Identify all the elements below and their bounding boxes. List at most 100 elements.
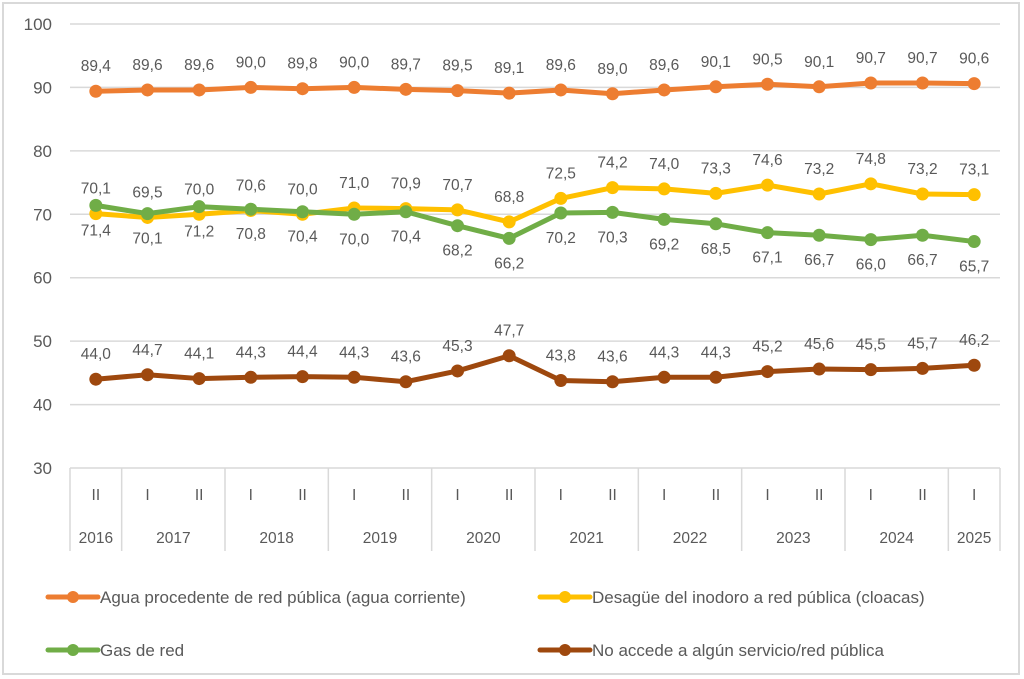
- year-label: 2024: [879, 530, 914, 547]
- data-point: [657, 83, 671, 97]
- data-label: 90,6: [959, 51, 989, 68]
- legend-marker-icon: [559, 644, 571, 656]
- data-point: [606, 205, 619, 219]
- data-point: [761, 178, 774, 192]
- data-point: [554, 373, 568, 387]
- data-label: 89,6: [184, 57, 214, 74]
- series-line-3: [93, 353, 977, 385]
- y-tick-label: 80: [33, 142, 52, 161]
- data-label: 67,1: [752, 250, 782, 267]
- legend-marker-icon: [559, 591, 571, 603]
- year-label: 2018: [259, 530, 293, 547]
- data-label: 43,6: [597, 349, 627, 366]
- data-label: 90,1: [701, 54, 731, 71]
- data-label: 74,8: [856, 151, 886, 168]
- data-label: 44,7: [132, 342, 162, 359]
- data-label: 46,2: [959, 332, 989, 349]
- data-point: [89, 198, 103, 212]
- data-point: [451, 203, 464, 217]
- data-point: [554, 83, 568, 97]
- data-point: [709, 217, 723, 231]
- data-point: [864, 177, 878, 191]
- data-point: [606, 181, 619, 195]
- data-point: [657, 182, 671, 196]
- data-point: [554, 191, 568, 205]
- data-point: [296, 205, 309, 219]
- data-point: [347, 370, 361, 384]
- data-label: 44,3: [701, 344, 731, 361]
- data-label: 90,7: [907, 50, 937, 67]
- y-tick-label: 70: [33, 205, 52, 224]
- data-point: [554, 206, 568, 220]
- data-label: 90,5: [752, 51, 782, 68]
- data-label: 45,7: [907, 335, 937, 352]
- data-point: [967, 358, 981, 372]
- data-label: 71,4: [81, 222, 112, 239]
- legend-label: Desagüe del inodoro a red pública (cloac…: [592, 588, 925, 607]
- period-label: I: [249, 487, 253, 504]
- data-point: [916, 187, 929, 201]
- data-point: [141, 368, 154, 382]
- data-label: 73,1: [959, 162, 989, 179]
- data-point: [399, 82, 413, 96]
- data-label: 73,2: [907, 161, 937, 178]
- data-point: [399, 375, 413, 389]
- legend-marker-icon: [67, 644, 79, 656]
- y-tick-label: 60: [33, 269, 52, 288]
- period-label: II: [608, 487, 617, 504]
- data-point: [192, 200, 206, 214]
- y-tick-label: 100: [24, 15, 52, 34]
- data-label: 45,5: [856, 337, 886, 354]
- data-point: [141, 207, 154, 221]
- data-label: 70,1: [132, 231, 162, 248]
- data-point: [967, 235, 981, 249]
- data-point: [89, 372, 103, 386]
- data-label: 68,8: [494, 189, 524, 206]
- data-label: 70,3: [597, 229, 627, 246]
- data-label: 89,6: [649, 57, 679, 74]
- series-lines: [89, 76, 981, 389]
- y-tick-label: 40: [33, 396, 52, 415]
- data-label: 69,2: [649, 236, 679, 253]
- data-point: [192, 372, 206, 386]
- data-label: 89,6: [132, 57, 162, 74]
- data-label: 44,3: [339, 344, 369, 361]
- x-axis: 2016 2017 2018 2019 2020 2021 2022 2023 2024 2025…: [69, 467, 1001, 551]
- data-label: 70,9: [391, 176, 421, 193]
- data-label: 66,7: [804, 252, 834, 269]
- legend-marker-icon: [67, 591, 79, 603]
- data-label: 70,0: [287, 181, 318, 198]
- data-point: [244, 202, 258, 216]
- data-point: [347, 80, 361, 94]
- data-label: 71,0: [339, 175, 370, 192]
- data-point: [761, 77, 774, 91]
- data-label: 69,5: [132, 184, 162, 201]
- year-label: 2021: [569, 530, 603, 547]
- period-label: II: [712, 487, 721, 504]
- data-point: [812, 362, 826, 376]
- data-point: [812, 228, 826, 242]
- data-label: 45,2: [752, 339, 782, 356]
- data-point: [864, 233, 878, 247]
- data-point: [864, 76, 878, 90]
- data-label: 70,8: [236, 226, 266, 243]
- legend-label: No accede a algún servicio/red pública: [592, 641, 885, 660]
- data-label: 74,2: [597, 155, 627, 172]
- legend-label: Gas de red: [100, 641, 184, 660]
- data-point: [502, 349, 516, 363]
- data-label: 44,0: [81, 346, 112, 363]
- data-point: [606, 375, 619, 389]
- data-label: 74,6: [752, 152, 782, 169]
- period-label: I: [352, 487, 356, 504]
- data-point: [967, 188, 981, 202]
- data-point: [244, 80, 258, 94]
- data-point: [967, 77, 981, 91]
- data-point: [709, 186, 723, 200]
- period-label: II: [92, 487, 101, 504]
- data-label: 44,3: [236, 344, 266, 361]
- year-label: 2023: [776, 530, 810, 547]
- data-point: [244, 370, 258, 384]
- data-point: [296, 82, 309, 96]
- data-point: [347, 207, 361, 221]
- data-point: [864, 363, 878, 377]
